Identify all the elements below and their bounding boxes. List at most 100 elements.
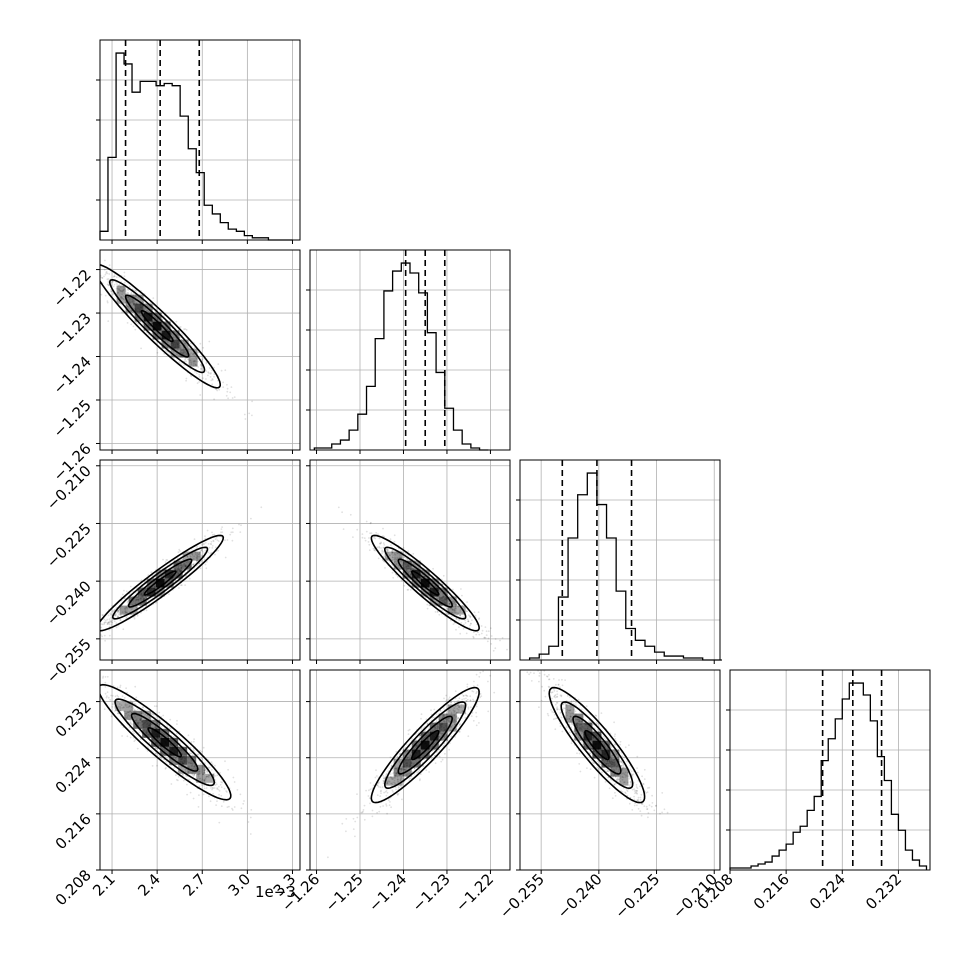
scatter-point (384, 567, 386, 569)
scatter-point (128, 705, 131, 708)
scatter-point (144, 713, 147, 716)
scatter-point (467, 620, 470, 623)
scatter-point (484, 626, 487, 628)
scatter-point (230, 531, 233, 534)
scatter-point (134, 739, 137, 741)
scatter-point (479, 671, 482, 674)
scatter-point (197, 774, 200, 776)
scatter-point (177, 779, 179, 782)
scatter-point (419, 778, 421, 780)
scatter-point (231, 527, 234, 530)
scatter-point (189, 348, 192, 351)
scatter-point (472, 700, 475, 702)
scatter-point (224, 760, 226, 763)
contour-level-0 (143, 570, 177, 596)
scatter-point (129, 310, 132, 312)
scatter-point (448, 721, 451, 723)
scatter-point (211, 383, 214, 386)
scatter-point (192, 558, 195, 560)
scatter-point (191, 773, 194, 776)
scatter-point (196, 357, 198, 360)
scatter-point (129, 607, 132, 610)
scatter-point (151, 713, 154, 716)
density-cell (170, 339, 180, 349)
scatter-point (226, 539, 229, 541)
scatter-point (140, 579, 143, 582)
scatter-point (189, 553, 192, 556)
scatter-point (381, 549, 384, 552)
scatter-point (443, 714, 445, 716)
scatter-point (554, 703, 557, 706)
scatter-point (342, 528, 345, 530)
density-cell (420, 578, 430, 588)
scatter-point (115, 287, 118, 290)
scatter-point (394, 557, 396, 559)
scatter-point (429, 580, 432, 583)
pair-frame-0-1 (99, 249, 301, 451)
scatter-point (102, 677, 104, 679)
scatter-point (381, 786, 384, 788)
scatter-point (442, 720, 445, 722)
pair-panel-0-3 (93, 669, 301, 874)
scatter-point (217, 363, 220, 365)
scatter-point (229, 533, 232, 536)
scatter-point (188, 356, 191, 359)
scatter-point (152, 297, 155, 299)
scatter-point (110, 715, 113, 718)
scatter-point (185, 360, 188, 363)
scatter-point (216, 788, 219, 790)
scatter-point (121, 735, 123, 737)
scatter-point (144, 307, 147, 309)
scatter-point (459, 614, 462, 617)
scatter-point (125, 290, 127, 292)
scatter-point (166, 559, 169, 561)
scatter-point (391, 550, 394, 552)
scatter-point (198, 373, 201, 376)
scatter-point (387, 770, 390, 773)
scatter-point (557, 683, 560, 686)
scatter-point (487, 710, 490, 713)
scatter-point (122, 710, 125, 713)
scatter-point (465, 700, 468, 702)
density-cell (205, 773, 215, 783)
scatter-point (453, 711, 456, 714)
scatter-point (390, 782, 393, 785)
scatter-point (201, 750, 203, 753)
scatter-point (220, 805, 223, 808)
scatter-point (197, 559, 199, 562)
scatter-point (188, 359, 191, 362)
scatter-point (93, 693, 95, 695)
scatter-point (202, 773, 204, 776)
scatter-point (240, 524, 242, 527)
scatter-point (154, 752, 157, 755)
scatter-point (487, 630, 490, 633)
scatter-point (136, 708, 139, 711)
hist-frame-2 (519, 459, 721, 661)
scatter-point (193, 361, 195, 363)
scatter-point (201, 548, 203, 551)
scatter-point (176, 557, 179, 560)
scatter-point (385, 772, 388, 775)
scatter-point (437, 602, 440, 605)
scatter-point (432, 716, 435, 719)
pair-frame-0-2 (99, 459, 301, 661)
scatter-point (125, 292, 128, 294)
scatter-point (230, 386, 233, 388)
scatter-point (378, 810, 381, 813)
density-cell (155, 578, 165, 588)
scatter-point (202, 543, 205, 546)
scatter-point (399, 753, 401, 755)
scatter-point (187, 358, 190, 361)
scatter-point (176, 723, 178, 725)
scatter-point (356, 816, 359, 819)
scatter-point (456, 618, 458, 620)
scatter-point (121, 297, 124, 300)
scatter-point (412, 552, 415, 555)
scatter-point (206, 561, 208, 563)
scatter-point (116, 610, 119, 613)
scatter-point (118, 294, 121, 297)
scatter-point (394, 553, 397, 556)
scatter-point (250, 517, 252, 520)
scatter-point (132, 303, 135, 306)
scatter-point (372, 547, 375, 550)
